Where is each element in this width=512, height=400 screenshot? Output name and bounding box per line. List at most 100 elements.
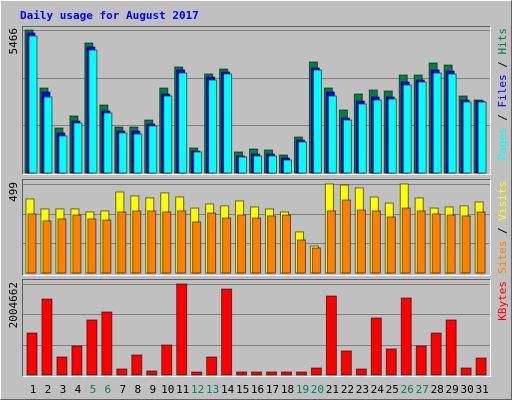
bar	[176, 283, 188, 376]
bar	[416, 210, 426, 274]
legend-entry: Visits	[496, 181, 509, 221]
x-tick-label: 8	[134, 383, 141, 396]
bar	[42, 220, 52, 274]
bar	[327, 95, 337, 174]
bar	[177, 210, 187, 274]
bar	[386, 216, 396, 274]
bar	[161, 344, 173, 376]
bar	[253, 155, 263, 174]
plot-border-dark	[22, 179, 491, 276]
bar	[223, 73, 233, 174]
x-tick-label: 11	[176, 383, 189, 396]
bar	[222, 217, 232, 274]
bar	[387, 98, 397, 174]
x-tick-label: 23	[356, 383, 369, 396]
bar	[58, 135, 68, 174]
bar	[221, 288, 233, 376]
bar	[26, 332, 38, 376]
bar	[430, 332, 442, 376]
legend-separator: /	[496, 55, 509, 75]
bar	[432, 72, 442, 174]
legend-entry: Files	[496, 74, 509, 107]
x-tick-label: 6	[105, 383, 112, 396]
bar	[280, 371, 292, 376]
chart-title: Daily usage for August 2017	[20, 9, 199, 22]
bar	[147, 210, 157, 274]
bar	[312, 69, 322, 174]
bar	[191, 371, 203, 376]
bar	[133, 133, 143, 174]
bar	[340, 350, 352, 376]
x-tick-label: 28	[431, 383, 444, 396]
x-tick-label: 5	[90, 383, 97, 396]
bar	[445, 319, 457, 376]
legend-entry: KBytes	[496, 281, 509, 321]
bar	[400, 297, 412, 376]
x-tick-label: 19	[296, 383, 309, 396]
bar	[297, 141, 307, 174]
bar	[310, 367, 322, 376]
bar	[192, 221, 202, 274]
x-tick-label: 27	[416, 383, 429, 396]
bar	[57, 218, 67, 274]
x-tick-label: 29	[446, 383, 459, 396]
bar	[71, 345, 83, 376]
x-tick-label: 20	[311, 383, 324, 396]
bar	[28, 35, 38, 174]
bar	[372, 99, 382, 174]
plot-border-light	[22, 26, 491, 175]
legend: KBytes	[496, 281, 509, 321]
bar	[72, 214, 82, 274]
bar	[251, 371, 263, 376]
x-tick-label: 7	[120, 383, 127, 396]
bar	[326, 210, 336, 274]
bar	[116, 368, 128, 376]
bar	[101, 311, 113, 376]
bar	[460, 367, 472, 376]
legend-entry: Sites	[496, 241, 509, 274]
x-tick-label: 17	[266, 383, 279, 396]
bar	[462, 101, 472, 174]
plot-border-light	[22, 179, 491, 276]
bar	[461, 215, 471, 274]
bar	[41, 298, 53, 376]
bar	[476, 211, 486, 274]
bar	[296, 239, 306, 274]
bar	[446, 214, 456, 274]
bar	[341, 199, 351, 274]
bar	[237, 214, 247, 274]
bar	[178, 72, 188, 174]
x-tick-label: 12	[191, 383, 204, 396]
bar	[402, 84, 412, 174]
x-tick-label: 15	[236, 383, 249, 396]
legend: Sites / Visits	[496, 181, 509, 274]
plot-border-dark	[22, 26, 491, 175]
bar	[43, 96, 53, 174]
bar	[238, 156, 248, 174]
bar	[193, 151, 203, 174]
bar	[447, 73, 457, 174]
bar	[206, 356, 218, 376]
legend-separator: /	[496, 108, 509, 128]
bar	[131, 354, 143, 376]
legend-entry: Hits	[496, 28, 509, 55]
x-tick-label: 10	[161, 383, 174, 396]
y-tick-label: 5466	[7, 28, 20, 55]
x-tick-label: 25	[386, 383, 399, 396]
bar	[208, 79, 218, 174]
bar	[295, 371, 307, 376]
x-tick-label: 1	[30, 383, 37, 396]
bar	[477, 101, 487, 174]
bar	[163, 95, 173, 174]
bar	[148, 125, 158, 174]
x-tick-label: 4	[75, 383, 82, 396]
bar	[282, 159, 292, 174]
x-tick-label: 9	[149, 383, 156, 396]
x-tick-label: 2	[45, 383, 52, 396]
bar	[417, 81, 427, 174]
bar	[281, 214, 291, 274]
x-tick-label: 18	[281, 383, 294, 396]
